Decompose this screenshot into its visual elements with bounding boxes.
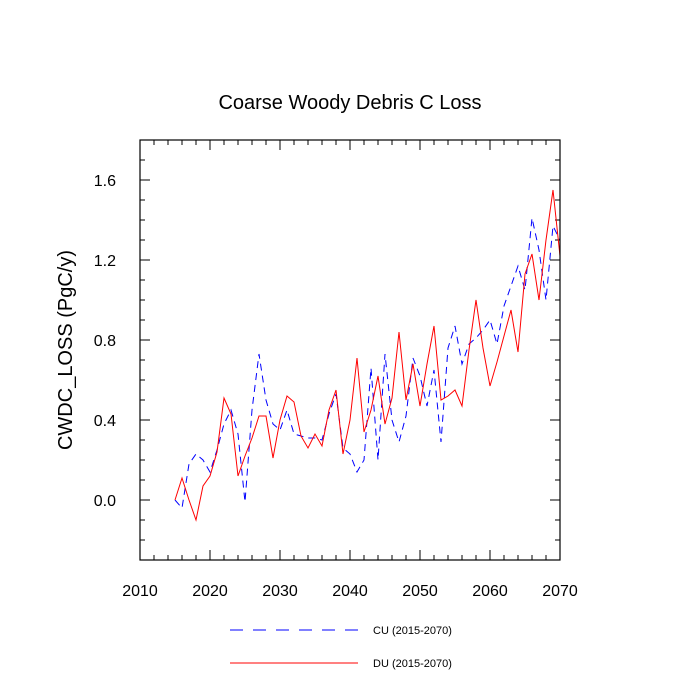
y-tick-label: 1.2 — [94, 253, 116, 270]
y-tick-label: 1.6 — [94, 173, 116, 190]
x-tick-label: 2070 — [542, 583, 578, 600]
series-line-du — [174, 189, 561, 522]
y-tick-label: 0.0 — [94, 493, 116, 510]
legend: CU (2015-2070) DU (2015-2070) — [230, 625, 452, 670]
x-tick-label: 2020 — [192, 583, 228, 600]
y-tick-label: 0.4 — [94, 413, 116, 430]
x-tick-label: 2050 — [402, 583, 438, 600]
x-tick-label: 2040 — [332, 583, 368, 600]
x-tick-label: 2030 — [262, 583, 298, 600]
legend-label-du: DU (2015-2070) — [373, 658, 452, 670]
x-tick-label: 2060 — [472, 583, 508, 600]
y-tick-label: 0.8 — [94, 333, 116, 350]
axis-ticks: 2010 2020 2030 2040 2050 2060 2070 0.0 0.4 0.8 1.2… — [94, 139, 578, 600]
plot-area — [174, 189, 561, 522]
legend-label-cu: CU (2015-2070) — [373, 625, 452, 637]
x-tick-label: 2010 — [122, 583, 158, 600]
series-line-cu — [174, 217, 561, 510]
chart-title: Coarse Woody Debris C Loss — [218, 92, 481, 114]
plot-frame — [139, 139, 561, 561]
y-axis-label: CWDC_LOSS (PgC/y) — [55, 250, 77, 450]
